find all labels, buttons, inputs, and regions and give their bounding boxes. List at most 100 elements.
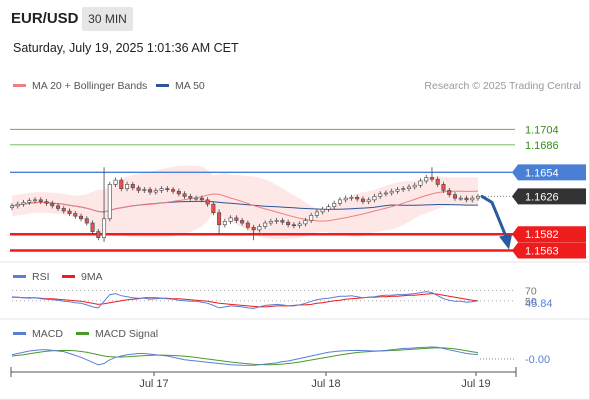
candle-body (372, 196, 377, 201)
candle-body (222, 221, 227, 226)
candle-body (251, 227, 256, 231)
legend-macd-signal: MACD Signal (76, 328, 158, 340)
ma20-swatch (13, 83, 26, 87)
candle-body (355, 196, 360, 200)
candle-body (136, 187, 141, 191)
candle-body (412, 184, 417, 188)
candle-body (113, 179, 118, 185)
candle-body (50, 202, 55, 207)
candle-body (337, 199, 342, 204)
candle-body (176, 190, 181, 195)
ma20-line (11, 190, 479, 222)
rsi-current-label: 45.84 (525, 298, 553, 310)
candle-body (395, 189, 400, 192)
candle-body (96, 231, 101, 238)
candle-body (360, 198, 365, 202)
candle-body (447, 190, 452, 195)
rsi-ma-line (12, 293, 479, 308)
candle-body (320, 208, 325, 213)
candle-body (441, 184, 446, 191)
x-axis-tick-label: Jul 19 (461, 378, 490, 390)
price-level-label: 1.1626 (525, 191, 559, 203)
candle-body (38, 199, 43, 202)
candle-body (268, 221, 273, 224)
candle-body (452, 194, 457, 199)
candle-body (378, 193, 383, 197)
candle-body (84, 218, 89, 224)
candle-body (234, 217, 239, 221)
candle-body (245, 222, 250, 228)
candle-body (165, 188, 170, 190)
candle-body (79, 215, 84, 220)
candle-body (217, 212, 222, 226)
candle-body (303, 220, 308, 225)
price-level-tag (512, 164, 586, 181)
candle-body (67, 210, 72, 214)
ma20-label: MA 20 + Bollinger Bands (32, 80, 148, 92)
macd-signal-line (11, 347, 479, 366)
candle-body (182, 193, 187, 197)
candle-body (406, 186, 411, 189)
datetime-label: Saturday, July 19, 2025 1:01:36 AM CET (13, 41, 239, 55)
rsi-line (11, 291, 479, 309)
candle-body (44, 201, 49, 204)
macd-swatch (13, 331, 26, 335)
timeframe-badge[interactable]: 30 MIN (82, 7, 133, 31)
candle-body (297, 223, 302, 226)
candle-body (194, 197, 199, 200)
candle-body (188, 196, 193, 199)
legend-rsi-ma: 9MA (62, 271, 103, 283)
macd-current-label: -0.00 (525, 354, 550, 366)
credit-text: Research © 2025 Trading Central (424, 80, 581, 92)
candle-body (199, 197, 204, 201)
candle-body (90, 222, 95, 232)
candle-body (326, 206, 331, 210)
candle-body (470, 197, 475, 201)
chart-header: EUR/USD 30 MIN Saturday, July 19, 2025 1… (0, 0, 590, 70)
rsi-swatch (13, 274, 26, 278)
rsi-label: RSI (32, 271, 50, 283)
candle-body (33, 199, 38, 202)
candle-body (10, 205, 15, 208)
ma50-swatch (156, 83, 169, 87)
price-level-label: 1.1654 (525, 167, 559, 179)
candle-body (429, 177, 434, 180)
candle-body (418, 180, 423, 186)
rsi-level-label: 70 (525, 286, 537, 298)
candle-body (130, 184, 135, 189)
candle-body (142, 189, 147, 191)
forecast-arrowhead (499, 234, 512, 250)
candle-body (314, 211, 319, 216)
candle-body (435, 178, 440, 185)
candle-body (424, 177, 429, 182)
candle-body (27, 200, 32, 203)
legend-ma50: MA 50 (156, 80, 205, 92)
candle-body (286, 221, 291, 226)
candle-body (15, 203, 20, 207)
price-level-label: 1.1582 (525, 229, 559, 241)
candle-body (73, 213, 78, 217)
price-level-label: 1.1563 (525, 246, 559, 258)
candle-body (171, 189, 176, 192)
rsi-ma-swatch (62, 274, 75, 278)
candle-body (274, 220, 279, 222)
candle-body (125, 184, 130, 189)
candle-body (240, 220, 245, 224)
candle-body (153, 190, 158, 193)
candle-body (263, 222, 268, 227)
price-level-tag (512, 226, 586, 243)
candle-body (148, 189, 153, 193)
macd-label: MACD (32, 328, 63, 340)
candle-body (257, 226, 262, 231)
price-level-tag (512, 188, 586, 205)
x-axis-tick-label: Jul 17 (139, 378, 168, 390)
macd-signal-label: MACD Signal (95, 328, 159, 340)
legend-ma20: MA 20 + Bollinger Bands (13, 80, 147, 92)
candle-body (159, 188, 164, 191)
candle-body (389, 190, 394, 194)
candle-body (21, 202, 26, 205)
rsi-level-label: 50 (525, 296, 537, 308)
macd-line (11, 346, 479, 366)
forecast-arrow-line (480, 194, 508, 239)
